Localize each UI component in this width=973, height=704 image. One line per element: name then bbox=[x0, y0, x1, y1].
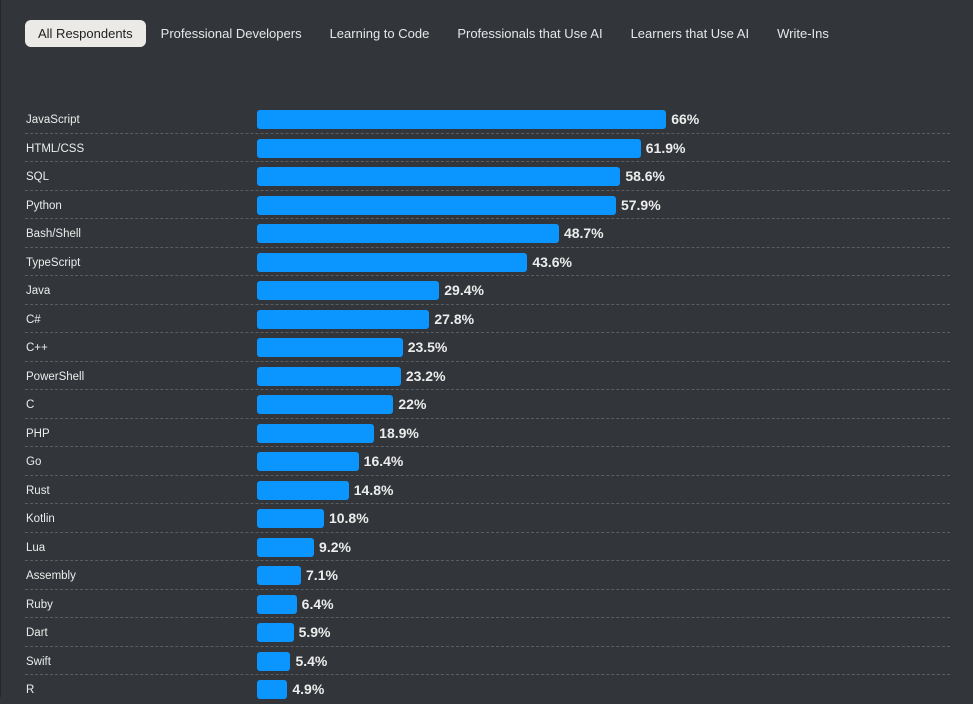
category-label: Java bbox=[26, 285, 51, 297]
chart-row: Swift 5.4% bbox=[25, 647, 950, 675]
value-label: 4.9% bbox=[292, 681, 325, 697]
value-label: 66% bbox=[671, 111, 700, 127]
category-label: TypeScript bbox=[26, 256, 81, 269]
category-label: Lua bbox=[26, 541, 46, 554]
category-label: Assembly bbox=[26, 570, 76, 582]
category-label: Ruby bbox=[26, 598, 53, 611]
tab-learners-that-use-ai[interactable]: Learners that Use AI bbox=[630, 26, 750, 41]
chart-row: Java 29.4% bbox=[25, 276, 950, 305]
value-label: 22% bbox=[398, 396, 427, 412]
tab-professionals-that-use-ai[interactable]: Professionals that Use AI bbox=[457, 26, 603, 41]
category-label: HTML/CSS bbox=[26, 142, 85, 155]
chart-row: C++ 23.5% bbox=[25, 333, 950, 362]
bar bbox=[257, 452, 359, 471]
tab-write-ins[interactable]: Write-Ins bbox=[777, 26, 829, 41]
chart-row: JavaScript 66% bbox=[25, 105, 950, 134]
value-label: 7.1% bbox=[306, 567, 338, 583]
bar bbox=[257, 651, 291, 671]
bar bbox=[257, 309, 430, 329]
value-label: 29.4% bbox=[444, 282, 484, 298]
value-label: 6.4% bbox=[301, 595, 334, 612]
chart-row: Dart 5.9% bbox=[25, 618, 950, 647]
bar bbox=[257, 423, 375, 443]
chart-row: HTML/CSS 61.9% bbox=[25, 134, 950, 162]
category-label: R bbox=[26, 684, 35, 696]
bar bbox=[257, 338, 403, 357]
bar bbox=[257, 366, 401, 386]
tab-all-respondents[interactable]: All Respondents bbox=[25, 20, 146, 47]
value-label: 10.8% bbox=[328, 510, 369, 526]
category-label: Dart bbox=[26, 627, 48, 639]
chart-row: Go 16.4% bbox=[25, 447, 950, 476]
chart-row: PowerShell 23.2% bbox=[25, 362, 950, 390]
chart-row: SQL 58.6% bbox=[25, 162, 950, 191]
chart-row: TypeScript 43.6% bbox=[25, 248, 950, 276]
category-label: JavaScript bbox=[26, 114, 80, 126]
chart-row: R 4.9% bbox=[25, 675, 950, 704]
chart-row: C# 27.8% bbox=[25, 305, 950, 333]
chart-row: PHP 18.9% bbox=[25, 419, 950, 447]
bar bbox=[257, 224, 559, 243]
chart-row: Rust 14.8% bbox=[25, 476, 950, 504]
bar bbox=[257, 680, 288, 699]
category-label: C bbox=[26, 399, 35, 411]
bar bbox=[257, 110, 667, 129]
chart-row: Ruby 6.4% bbox=[25, 590, 950, 618]
bar bbox=[257, 138, 641, 158]
value-label: 18.9% bbox=[379, 424, 419, 441]
bar bbox=[257, 623, 294, 642]
category-label: SQL bbox=[26, 171, 50, 183]
bar bbox=[257, 252, 528, 272]
category-label: Rust bbox=[26, 484, 50, 497]
value-label: 61.9% bbox=[645, 139, 686, 156]
value-label: 14.8% bbox=[353, 481, 394, 498]
chart-row: Bash/Shell 48.7% bbox=[25, 219, 950, 248]
value-label: 23.2% bbox=[405, 367, 446, 384]
chart-row: Assembly 7.1% bbox=[25, 561, 950, 590]
language-bar-chart: JavaScript 66% HTML/CSS 61.9% SQL 58.6% Python… bbox=[25, 105, 950, 704]
value-label: 43.6% bbox=[532, 253, 573, 270]
bar bbox=[257, 195, 616, 215]
bar bbox=[257, 566, 302, 585]
category-label: Swift bbox=[26, 655, 51, 668]
tab-professional-developers[interactable]: Professional Developers bbox=[160, 26, 302, 41]
value-label: 5.4% bbox=[295, 652, 328, 669]
category-label: Kotlin bbox=[26, 513, 55, 525]
value-label: 57.9% bbox=[620, 196, 661, 213]
category-label: C++ bbox=[26, 342, 48, 354]
chart-row: Python 57.9% bbox=[25, 191, 950, 219]
category-label: C# bbox=[26, 313, 41, 326]
value-label: 9.2% bbox=[319, 538, 351, 555]
bar bbox=[257, 281, 440, 300]
value-label: 5.9% bbox=[298, 624, 331, 640]
category-label: Go bbox=[26, 456, 42, 468]
bar bbox=[257, 395, 394, 414]
value-label: 27.8% bbox=[434, 310, 475, 327]
chart-row: C 22% bbox=[25, 390, 950, 419]
value-label: 16.4% bbox=[363, 453, 404, 469]
value-label: 58.6% bbox=[625, 168, 666, 184]
chart-row: Lua 9.2% bbox=[25, 533, 950, 561]
bar bbox=[257, 537, 315, 557]
category-label: Python bbox=[26, 199, 62, 212]
category-label: PHP bbox=[26, 427, 50, 440]
chart-row: Kotlin 10.8% bbox=[25, 504, 950, 533]
bar bbox=[257, 594, 297, 614]
tab-learning-to-code[interactable]: Learning to Code bbox=[329, 26, 430, 41]
value-label: 23.5% bbox=[407, 339, 448, 355]
category-label: PowerShell bbox=[26, 370, 85, 383]
bar bbox=[257, 480, 349, 500]
bar bbox=[257, 167, 621, 186]
category-label: Bash/Shell bbox=[26, 228, 81, 240]
bar bbox=[257, 509, 324, 528]
value-label: 48.7% bbox=[563, 225, 604, 241]
respondent-tabs: All Respondents Professional Developers Le… bbox=[25, 20, 844, 47]
